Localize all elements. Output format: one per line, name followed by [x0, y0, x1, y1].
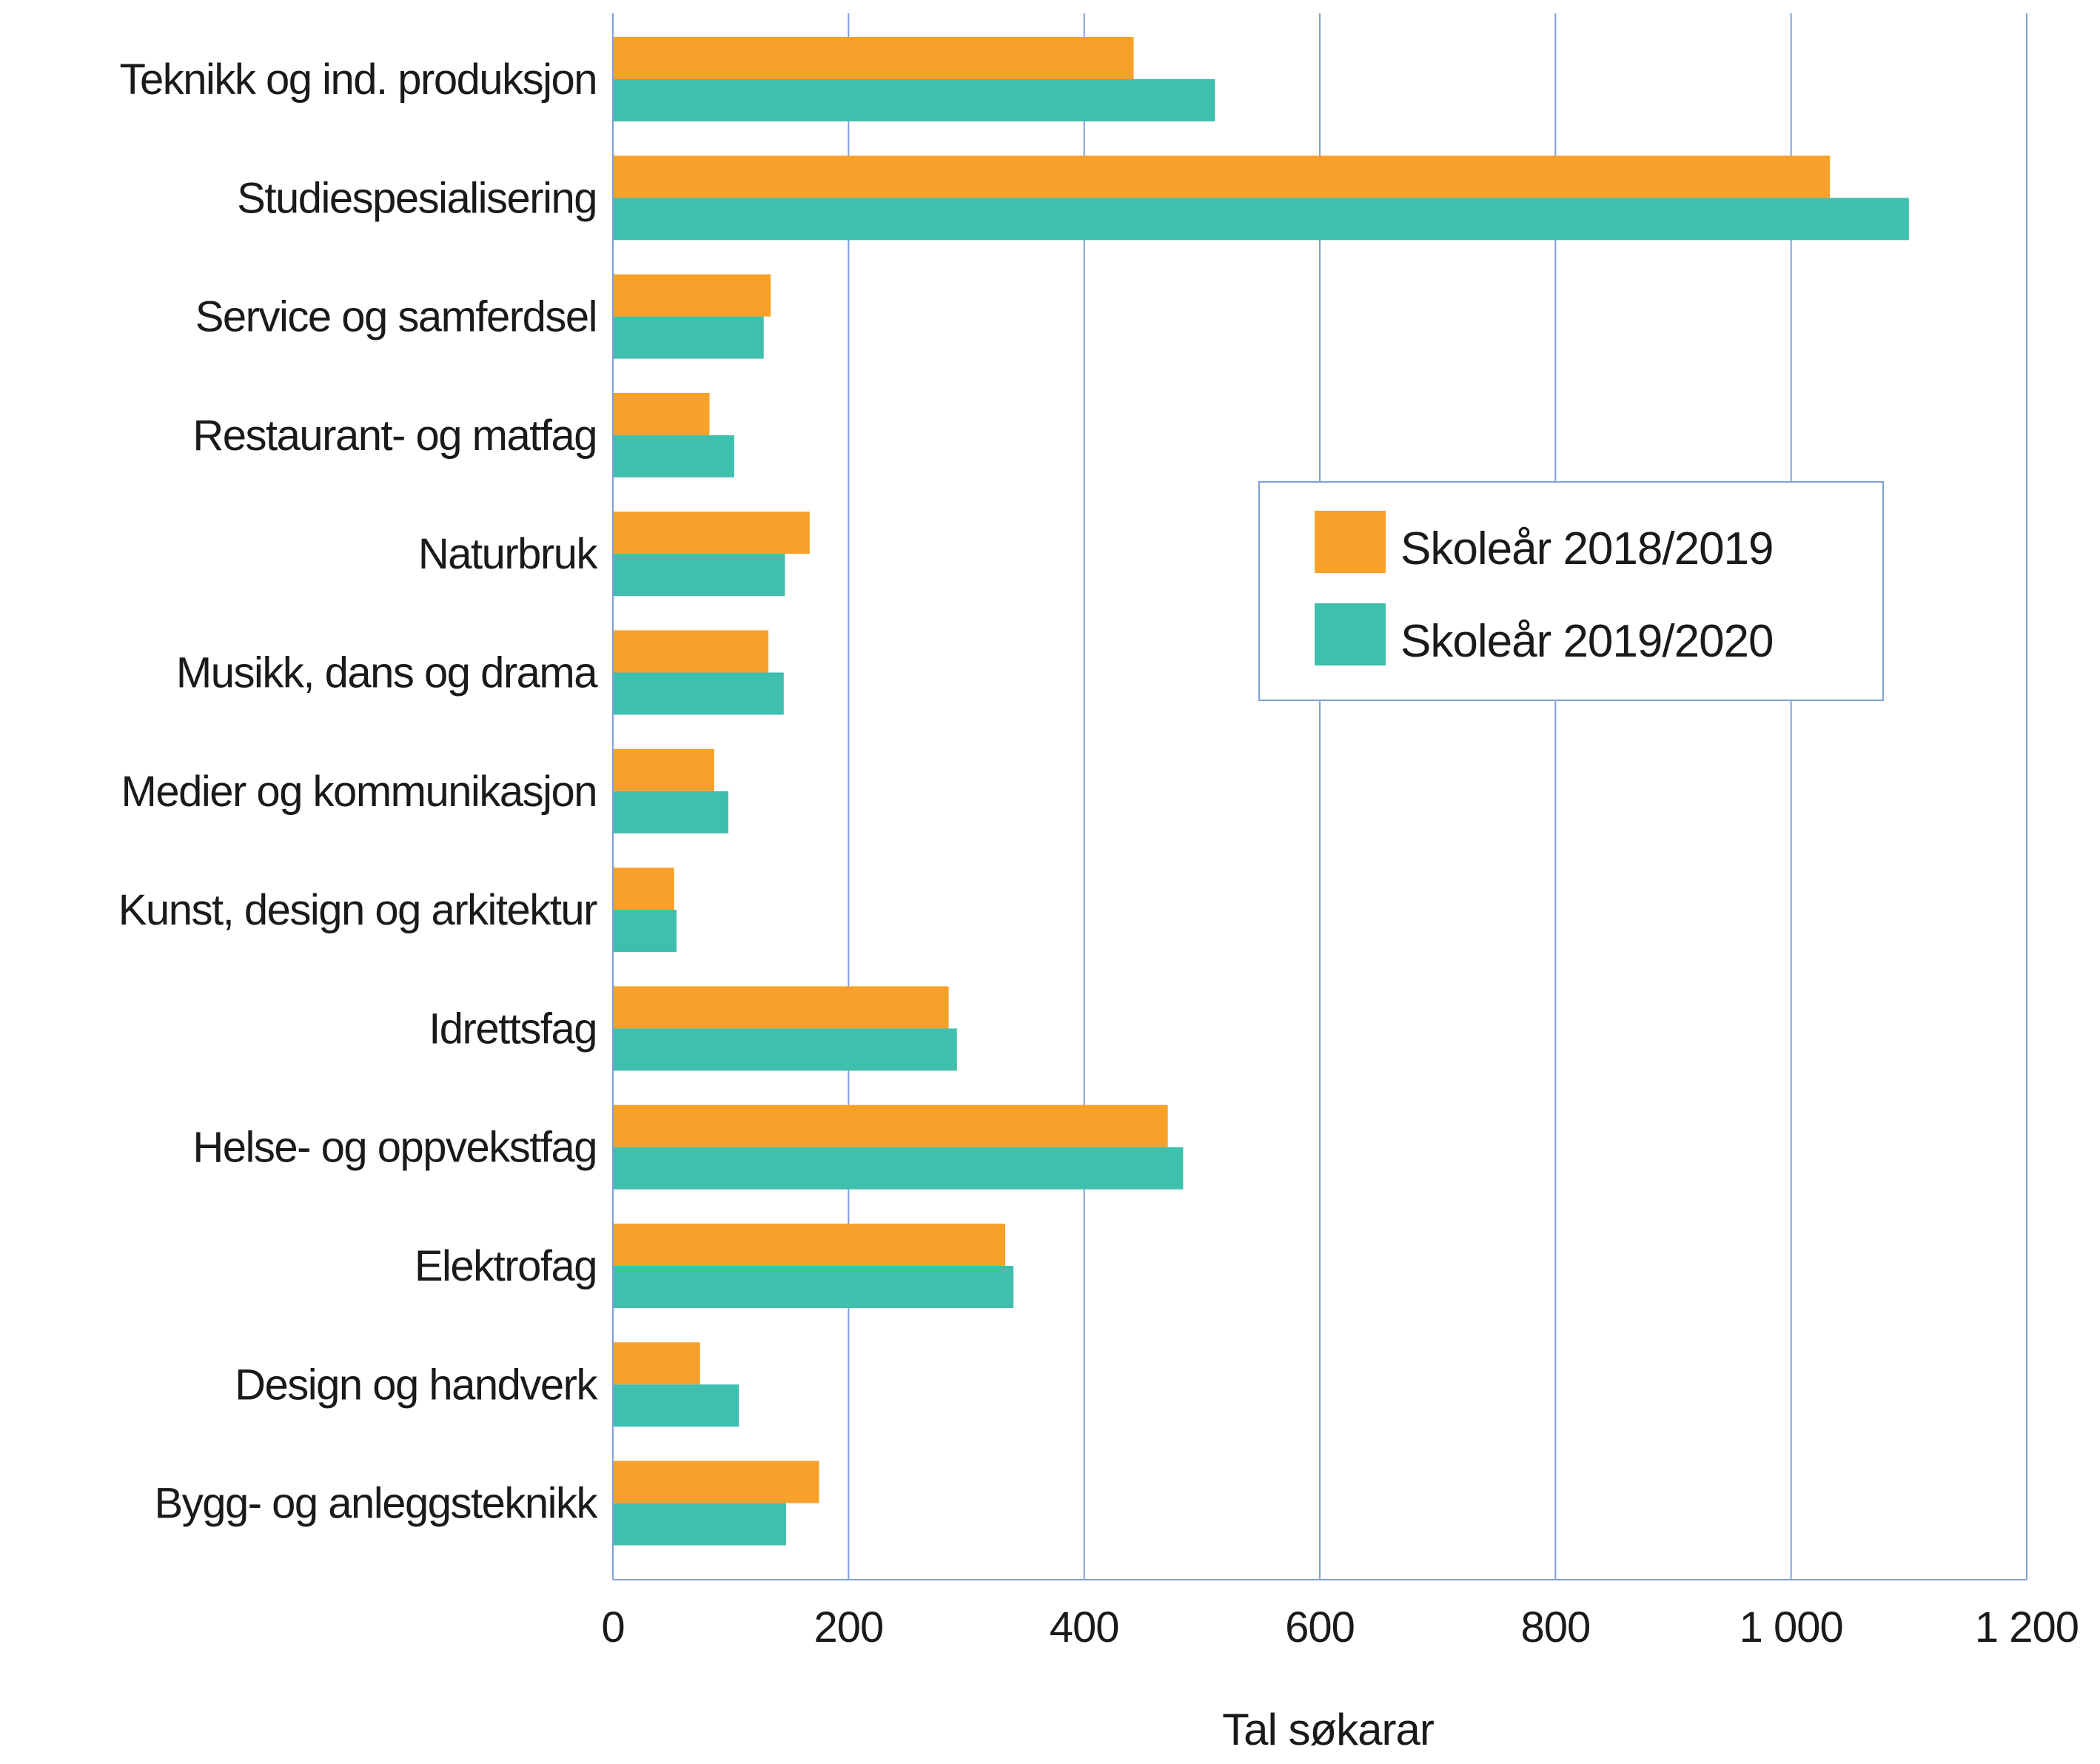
legend-swatch-2019-2020	[1315, 603, 1386, 665]
bar-2018-2019-7	[613, 868, 674, 910]
gridlines	[848, 13, 2027, 1580]
bar-2018-2019-6	[613, 748, 714, 791]
bar-2018-2019-5	[613, 630, 769, 673]
bar-2019-2020-5	[613, 672, 784, 715]
legend: Skoleår 2018/2019 Skoleår 2019/2020	[1258, 481, 1884, 701]
bar-2018-2019-9	[613, 1104, 1168, 1147]
bar-2018-2019-12	[613, 1461, 819, 1503]
bar-2018-2019-4	[613, 512, 810, 554]
bar-2019-2020-10	[613, 1266, 1014, 1308]
bars	[613, 37, 1909, 1546]
bar-2018-2019-11	[613, 1342, 700, 1385]
category-label-3: Restaurant- og matfag	[192, 412, 597, 460]
category-label-12: Bygg- og anleggsteknikk	[155, 1480, 599, 1528]
bar-2019-2020-0	[613, 79, 1215, 121]
category-label-6: Medier og kommunikasjon	[121, 768, 597, 816]
axes	[612, 13, 2027, 1580]
category-label-2: Service og samferdsel	[195, 293, 597, 341]
category-label-11: Design og handverk	[235, 1361, 598, 1409]
x-tick-label-1000: 1 000	[1740, 1603, 1843, 1651]
bar-2018-2019-3	[613, 392, 710, 435]
bar-2019-2020-2	[613, 316, 764, 359]
x-tick-label-0: 0	[601, 1603, 624, 1651]
x-tick-label-200: 200	[814, 1603, 883, 1651]
x-tick-label-600: 600	[1285, 1603, 1355, 1651]
bar-2019-2020-11	[613, 1384, 739, 1427]
bar-2018-2019-0	[613, 37, 1134, 79]
category-label-4: Naturbruk	[418, 530, 599, 578]
bar-2019-2020-3	[613, 435, 734, 477]
bar-2019-2020-12	[613, 1503, 786, 1546]
bar-2019-2020-4	[613, 554, 785, 597]
legend-swatch-2018-2019	[1315, 511, 1386, 573]
category-label-9: Helse- og oppvekstfag	[192, 1124, 597, 1172]
x-axis-title: Tal søkarar	[1222, 1705, 1434, 1754]
bar-2019-2020-1	[613, 198, 1909, 241]
legend-label-2018-2019: Skoleår 2018/2019	[1400, 523, 1774, 574]
category-labels: Teknikk og ind. produksjon Studiespesiali…	[118, 56, 600, 1528]
bar-2018-2019-2	[613, 274, 771, 317]
bar-2018-2019-8	[613, 986, 949, 1029]
bar-2018-2019-1	[613, 155, 1831, 198]
category-label-1: Studiespesialisering	[237, 174, 597, 222]
category-label-5: Musikk, dans og drama	[176, 649, 598, 697]
legend-label-2019-2020: Skoleår 2019/2020	[1400, 616, 1774, 667]
bar-2019-2020-7	[613, 910, 677, 953]
category-label-7: Kunst, design og arkitektur	[118, 886, 597, 934]
bar-2019-2020-6	[613, 791, 728, 834]
category-label-0: Teknikk og ind. produksjon	[119, 56, 597, 104]
x-tick-label-1200: 1 200	[1975, 1603, 2079, 1651]
category-label-8: Idrettsfag	[429, 1005, 597, 1053]
category-label-10: Elektrofag	[415, 1242, 597, 1290]
bar-2019-2020-9	[613, 1147, 1184, 1190]
bar-2019-2020-8	[613, 1028, 957, 1071]
bar-2018-2019-10	[613, 1224, 1006, 1266]
x-tick-label-800: 800	[1520, 1603, 1590, 1651]
tick-labels: 0 200 400 600 800 1 000 1 200	[601, 1603, 2079, 1651]
x-tick-label-400: 400	[1050, 1603, 1119, 1651]
